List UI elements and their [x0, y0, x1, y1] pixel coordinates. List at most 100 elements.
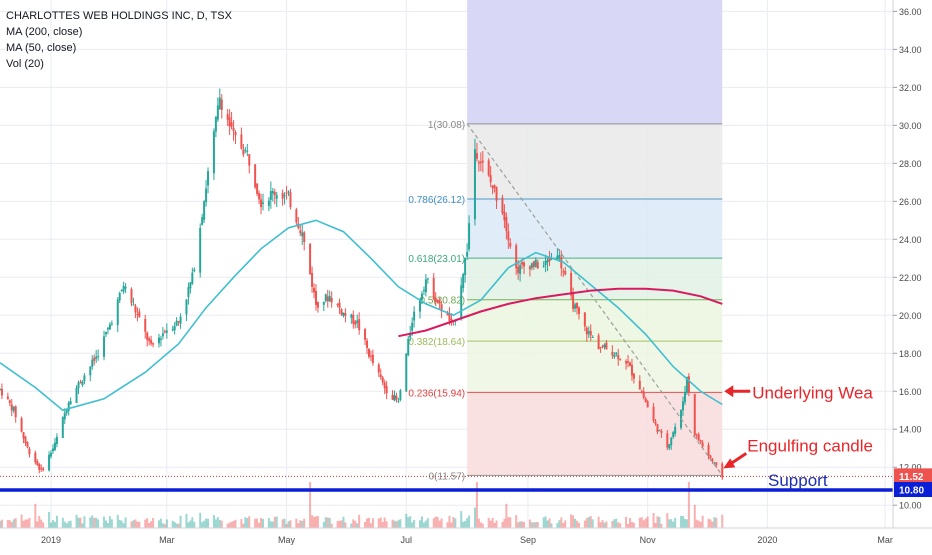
volume-bar	[10, 521, 13, 528]
candle-body	[309, 243, 312, 274]
candle-body	[379, 374, 382, 378]
support-label: Support	[768, 471, 828, 490]
candle-body	[613, 354, 616, 357]
volume-bar	[106, 522, 109, 528]
volume-bar	[34, 503, 37, 528]
volume-bar	[452, 517, 455, 528]
candle-body	[20, 418, 23, 432]
candle-body	[481, 160, 484, 163]
volume-bar	[640, 517, 643, 528]
price-axis-label: 30.00	[899, 121, 922, 131]
candle-body	[446, 313, 449, 316]
candle-body	[271, 191, 274, 194]
volume-bar	[544, 516, 547, 528]
fib-level-label: 0.382(18.64)	[408, 337, 465, 348]
volume-bar	[432, 518, 435, 528]
volume-bar	[468, 515, 471, 528]
price-axis-label: 22.00	[899, 273, 922, 283]
volume-bar	[271, 521, 274, 528]
candle-body	[314, 290, 317, 305]
volume-bar	[583, 520, 586, 528]
candle-body	[10, 404, 13, 411]
volume-bar	[242, 523, 245, 528]
volume-bar	[440, 518, 443, 528]
candle-body	[289, 192, 292, 208]
volume-bar	[81, 523, 84, 528]
volume-bar	[234, 519, 237, 528]
volume-bar	[330, 523, 333, 528]
volume-bar	[369, 523, 372, 528]
candle-body	[466, 252, 469, 257]
volume-bar	[65, 523, 68, 528]
candle-body	[393, 394, 396, 401]
candle-body	[130, 289, 133, 304]
annotation-arrowhead	[724, 385, 734, 398]
volume-bar	[12, 519, 15, 528]
volume-bar	[281, 519, 284, 528]
volume-bar	[89, 517, 92, 528]
candle-body	[8, 400, 11, 404]
volume-bar	[285, 524, 288, 528]
candle-body	[106, 327, 109, 330]
volume-bar	[260, 518, 263, 528]
volume-bar	[615, 518, 618, 528]
fib-level-label: 1(30.08)	[428, 120, 465, 131]
price-axis-label: 36.00	[899, 7, 922, 17]
candle-body	[313, 287, 316, 293]
candle-body	[240, 134, 243, 149]
fib-zone	[467, 299, 723, 342]
volume-bar	[0, 519, 3, 528]
volume-bar	[495, 520, 498, 528]
annotation-engulfing-candle: Engulfing candle	[747, 436, 873, 455]
candle-body	[632, 373, 635, 379]
volume-bar	[214, 519, 217, 528]
candle-body	[528, 266, 531, 270]
candle-body	[256, 183, 259, 194]
volume-bar	[381, 521, 384, 528]
candle-body	[136, 313, 139, 315]
candle-body	[530, 263, 533, 268]
volume-bar	[344, 522, 347, 528]
volume-bar	[517, 522, 520, 528]
candle-body	[214, 117, 217, 132]
candle-body	[668, 444, 671, 449]
candle-body	[352, 314, 355, 324]
volume-bar	[303, 518, 306, 528]
candle-body	[175, 320, 178, 326]
volume-bar	[385, 521, 388, 528]
candle-body	[230, 122, 233, 127]
candles	[0, 88, 724, 480]
volume-bar	[289, 520, 292, 528]
candle-body	[611, 351, 614, 356]
candle-body	[627, 361, 630, 363]
candle-body	[207, 171, 210, 186]
candle-body	[544, 260, 547, 266]
candle-body	[152, 343, 155, 345]
candle-body	[42, 468, 45, 470]
candle-body	[666, 433, 669, 448]
fib-level-label: 0.618(23.01)	[408, 254, 465, 265]
candle-body	[146, 332, 149, 340]
candle-body	[356, 320, 359, 323]
candle-body	[399, 390, 402, 400]
volume-bar	[630, 521, 633, 528]
candle-body	[532, 261, 535, 267]
candle-body	[646, 401, 649, 408]
candle-body	[185, 299, 188, 315]
candle-body	[487, 160, 490, 176]
volume-bar	[354, 520, 357, 528]
candle-body	[574, 304, 577, 309]
volume-bar	[287, 521, 290, 528]
candle-body	[517, 266, 520, 274]
volume-bar	[24, 519, 27, 528]
volume-bar	[450, 522, 453, 528]
volume-bar	[269, 521, 272, 528]
candle-body	[395, 395, 398, 400]
ma50-legend-label: MA (50, close)	[6, 42, 77, 54]
volume-bar	[562, 522, 565, 528]
candle-body	[103, 336, 106, 357]
candle-body	[159, 338, 162, 340]
candle-body	[436, 299, 439, 303]
candle-body	[48, 454, 51, 471]
